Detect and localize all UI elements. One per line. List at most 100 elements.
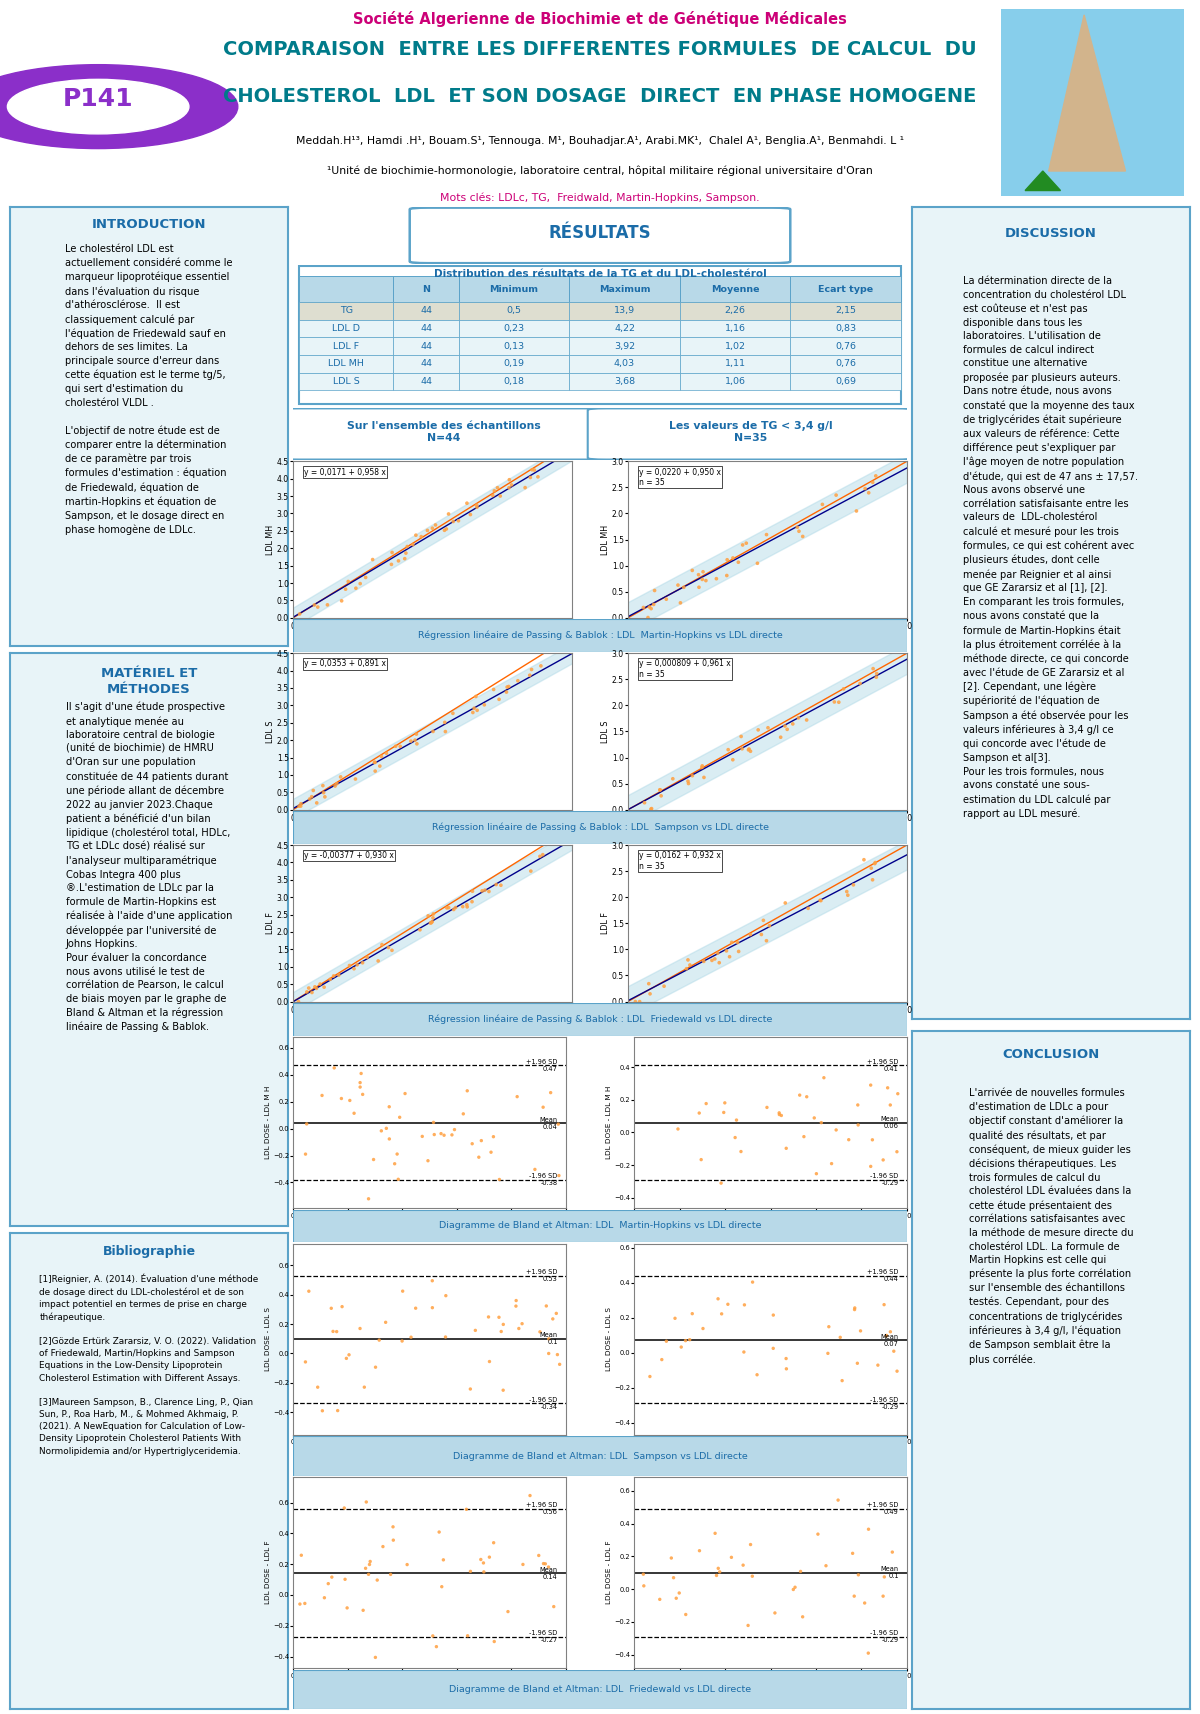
Point	[462, 1130, 481, 1157]
Point	[790, 518, 809, 545]
Point	[696, 567, 715, 595]
Point	[298, 1111, 317, 1138]
Bar	[394, 276, 458, 302]
Text: Mean
0.07: Mean 0.07	[881, 1333, 899, 1347]
Point	[350, 569, 370, 596]
Point	[492, 1318, 511, 1345]
Bar	[679, 302, 791, 319]
Point	[776, 1356, 796, 1383]
Point	[314, 974, 334, 1001]
Text: -1.96 SD
-0.29: -1.96 SD -0.29	[870, 1174, 899, 1186]
Point	[295, 1589, 314, 1616]
Point	[875, 1291, 894, 1318]
Point	[434, 516, 454, 543]
Point	[787, 514, 806, 542]
Point	[312, 1082, 331, 1109]
Point	[810, 886, 829, 914]
Point	[371, 752, 390, 780]
X-axis label: Mean of LDL DOSE and LDL S: Mean of LDL DOSE and LDL S	[718, 1447, 823, 1453]
Point	[544, 1304, 563, 1332]
Text: TG: TG	[340, 307, 353, 315]
X-axis label: LDL DOSE: LDL DOSE	[748, 632, 787, 641]
Point	[463, 699, 482, 727]
Point	[364, 545, 383, 572]
Point	[532, 651, 551, 679]
Point	[715, 1088, 734, 1116]
Point	[437, 516, 456, 543]
Text: 44: 44	[420, 341, 432, 351]
Point	[671, 590, 690, 617]
Point	[670, 1579, 689, 1606]
Point	[392, 1327, 412, 1354]
Point	[641, 795, 660, 823]
Point	[444, 896, 463, 924]
Point	[708, 1286, 727, 1313]
Bar	[679, 276, 791, 302]
Point	[719, 735, 738, 763]
Point	[749, 716, 768, 744]
Text: Diagramme de Bland et Altman: LDL  Martin-Hopkins vs LDL directe: Diagramme de Bland et Altman: LDL Martin…	[439, 1222, 761, 1231]
Point	[502, 471, 521, 499]
Point	[397, 533, 416, 560]
Point	[380, 1561, 400, 1589]
Bar	[458, 302, 569, 319]
Point	[548, 1340, 568, 1368]
Text: Mean
0.04: Mean 0.04	[540, 1118, 558, 1130]
Text: 44: 44	[420, 360, 432, 369]
Point	[757, 1094, 776, 1121]
Point	[678, 768, 697, 795]
Point	[304, 776, 323, 804]
Text: 3,92: 3,92	[614, 341, 635, 351]
Point	[667, 1584, 686, 1611]
Text: Régression linéaire de Passing & Bablok : LDL  Friedewald vs LDL directe: Régression linéaire de Passing & Bablok …	[428, 1015, 772, 1023]
Point	[454, 893, 473, 920]
Point	[874, 1582, 893, 1609]
Point	[539, 1325, 558, 1352]
Point	[490, 1166, 509, 1193]
Point	[634, 1560, 653, 1587]
X-axis label: LDL DOSE: LDL DOSE	[413, 824, 452, 833]
Point	[466, 1316, 485, 1344]
Y-axis label: LDL DOSE - LDL M H: LDL DOSE - LDL M H	[606, 1087, 612, 1159]
Point	[757, 521, 776, 548]
Text: Ecart type: Ecart type	[818, 285, 874, 293]
Point	[355, 1373, 374, 1400]
Bar	[791, 319, 901, 338]
Point	[289, 987, 308, 1015]
Point	[834, 675, 853, 703]
Point	[383, 936, 402, 963]
Point	[690, 1099, 709, 1126]
Text: Mean
0.06: Mean 0.06	[881, 1116, 899, 1130]
Text: 44: 44	[420, 307, 432, 315]
Bar	[458, 319, 569, 338]
X-axis label: Mean of LDL DOSE and LDL M H: Mean of LDL DOSE and LDL M H	[713, 1220, 828, 1226]
Point	[488, 475, 508, 502]
Point	[650, 1585, 670, 1613]
Point	[457, 1496, 476, 1524]
X-axis label: LDL DOSE: LDL DOSE	[748, 824, 787, 833]
Point	[473, 878, 492, 905]
Point	[521, 464, 540, 492]
Point	[379, 1094, 398, 1121]
Point	[727, 1106, 746, 1133]
Point	[748, 550, 767, 578]
Point	[775, 890, 794, 917]
Bar	[679, 372, 791, 391]
Bar	[791, 338, 901, 355]
Point	[384, 1513, 403, 1541]
Point	[300, 785, 319, 812]
Bar	[458, 276, 569, 302]
Text: Meddah.H¹³, Hamdi .H¹, Bouam.S¹, Tennouga. M¹, Bouhadjar.A¹, Arabi.MK¹,  Chalel : Meddah.H¹³, Hamdi .H¹, Bouam.S¹, Tennoug…	[296, 135, 904, 146]
Point	[390, 1104, 409, 1131]
Bar	[791, 302, 901, 319]
Point	[427, 1633, 446, 1661]
Point	[881, 1318, 900, 1345]
Point	[368, 948, 388, 975]
Point	[680, 1327, 700, 1354]
Point	[384, 1527, 403, 1555]
Point	[724, 746, 743, 773]
Point	[322, 1294, 341, 1321]
Point	[550, 1351, 569, 1378]
Point	[664, 764, 683, 792]
Point	[791, 1558, 810, 1585]
